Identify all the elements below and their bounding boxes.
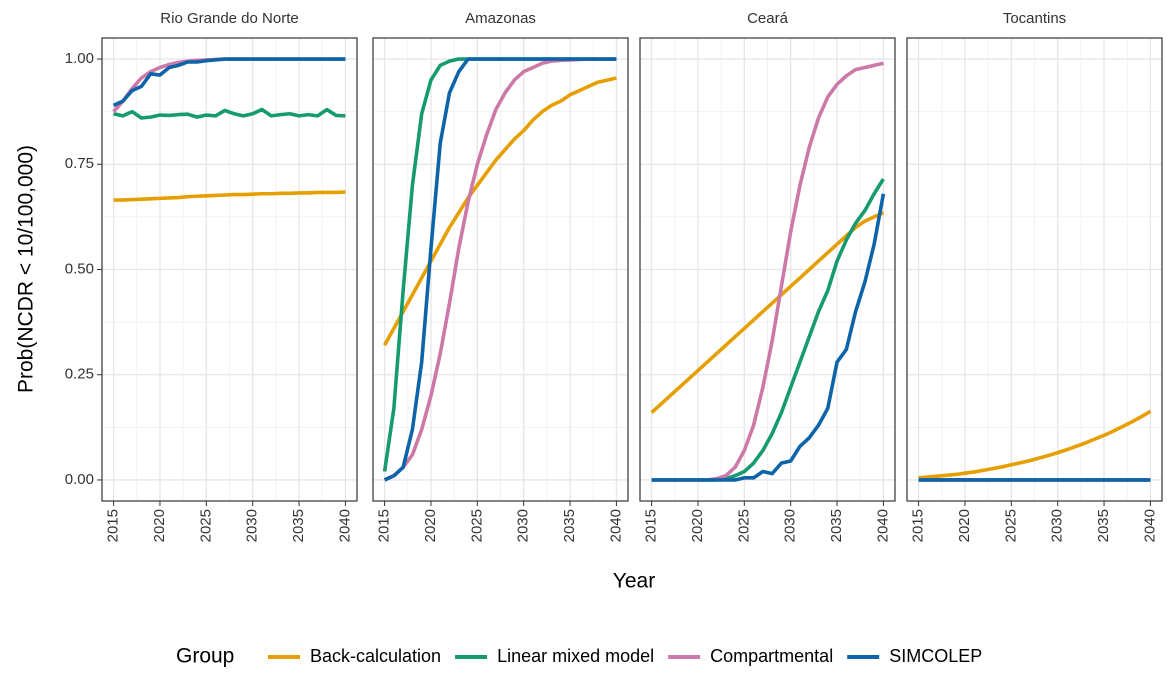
x-tick-label: 2040 (1141, 509, 1158, 542)
panel-border (906, 37, 1163, 502)
panel-border (372, 37, 629, 502)
x-tick-label: 2020 (422, 509, 439, 542)
x-tick-label: 2030 (515, 509, 532, 542)
x-tick-label: 2035 (828, 509, 845, 542)
series-line (650, 211, 885, 414)
panel-title: Ceará (747, 10, 789, 27)
x-tick-label: 2025 (197, 509, 214, 542)
legend-title: Group (176, 645, 234, 668)
panel-title: Tocantins (1003, 10, 1066, 27)
y-tick-label: 1.00 (65, 50, 94, 67)
x-tick-label: 2035 (561, 509, 578, 542)
x-tick-label: 2025 (735, 509, 752, 542)
series-line (651, 193, 886, 482)
series-line (383, 76, 617, 347)
y-axis-title: Prob(NCDR < 10/100,000) (15, 145, 38, 393)
x-tick-label: 2015 (643, 509, 660, 542)
x-tick-label: 2035 (1095, 509, 1112, 542)
panel-title: Rio Grande do Norte (160, 10, 298, 27)
x-tick-label: 2035 (290, 509, 307, 542)
series-line (113, 107, 346, 120)
x-tick-label: 2040 (874, 509, 891, 542)
series-line (918, 409, 1152, 480)
x-tick-label: 2025 (468, 509, 485, 542)
x-tick-label: 2040 (607, 509, 624, 542)
y-tick-label: 0.50 (65, 260, 94, 277)
panel-title: Amazonas (465, 10, 536, 27)
x-tick-label: 2040 (336, 509, 353, 542)
x-tick-label: 2020 (151, 509, 168, 542)
x-tick-label: 2025 (1002, 509, 1019, 542)
x-tick-label: 2015 (105, 509, 122, 542)
x-tick-label: 2015 (910, 509, 927, 542)
x-tick-label: 2015 (376, 509, 393, 542)
x-tick-label: 2030 (244, 509, 261, 542)
legend-label: Linear mixed model (497, 646, 654, 666)
x-tick-label: 2030 (1049, 509, 1066, 542)
series-line (112, 57, 346, 107)
series-line (383, 57, 617, 482)
x-tick-label: 2020 (689, 509, 706, 542)
x-tick-label: 2020 (956, 509, 973, 542)
series-line (113, 190, 346, 202)
y-tick-label: 0.75 (65, 155, 94, 172)
panel-border (101, 37, 358, 502)
y-tick-label: 0.00 (65, 471, 94, 488)
x-axis-title: Year (613, 570, 655, 593)
y-tick-label: 0.25 (65, 366, 94, 383)
legend-label: Compartmental (710, 646, 833, 666)
panel-border (639, 37, 896, 502)
legend-label: Back-calculation (310, 646, 441, 666)
x-tick-label: 2030 (782, 509, 799, 542)
legend-label: SIMCOLEP (889, 646, 982, 666)
